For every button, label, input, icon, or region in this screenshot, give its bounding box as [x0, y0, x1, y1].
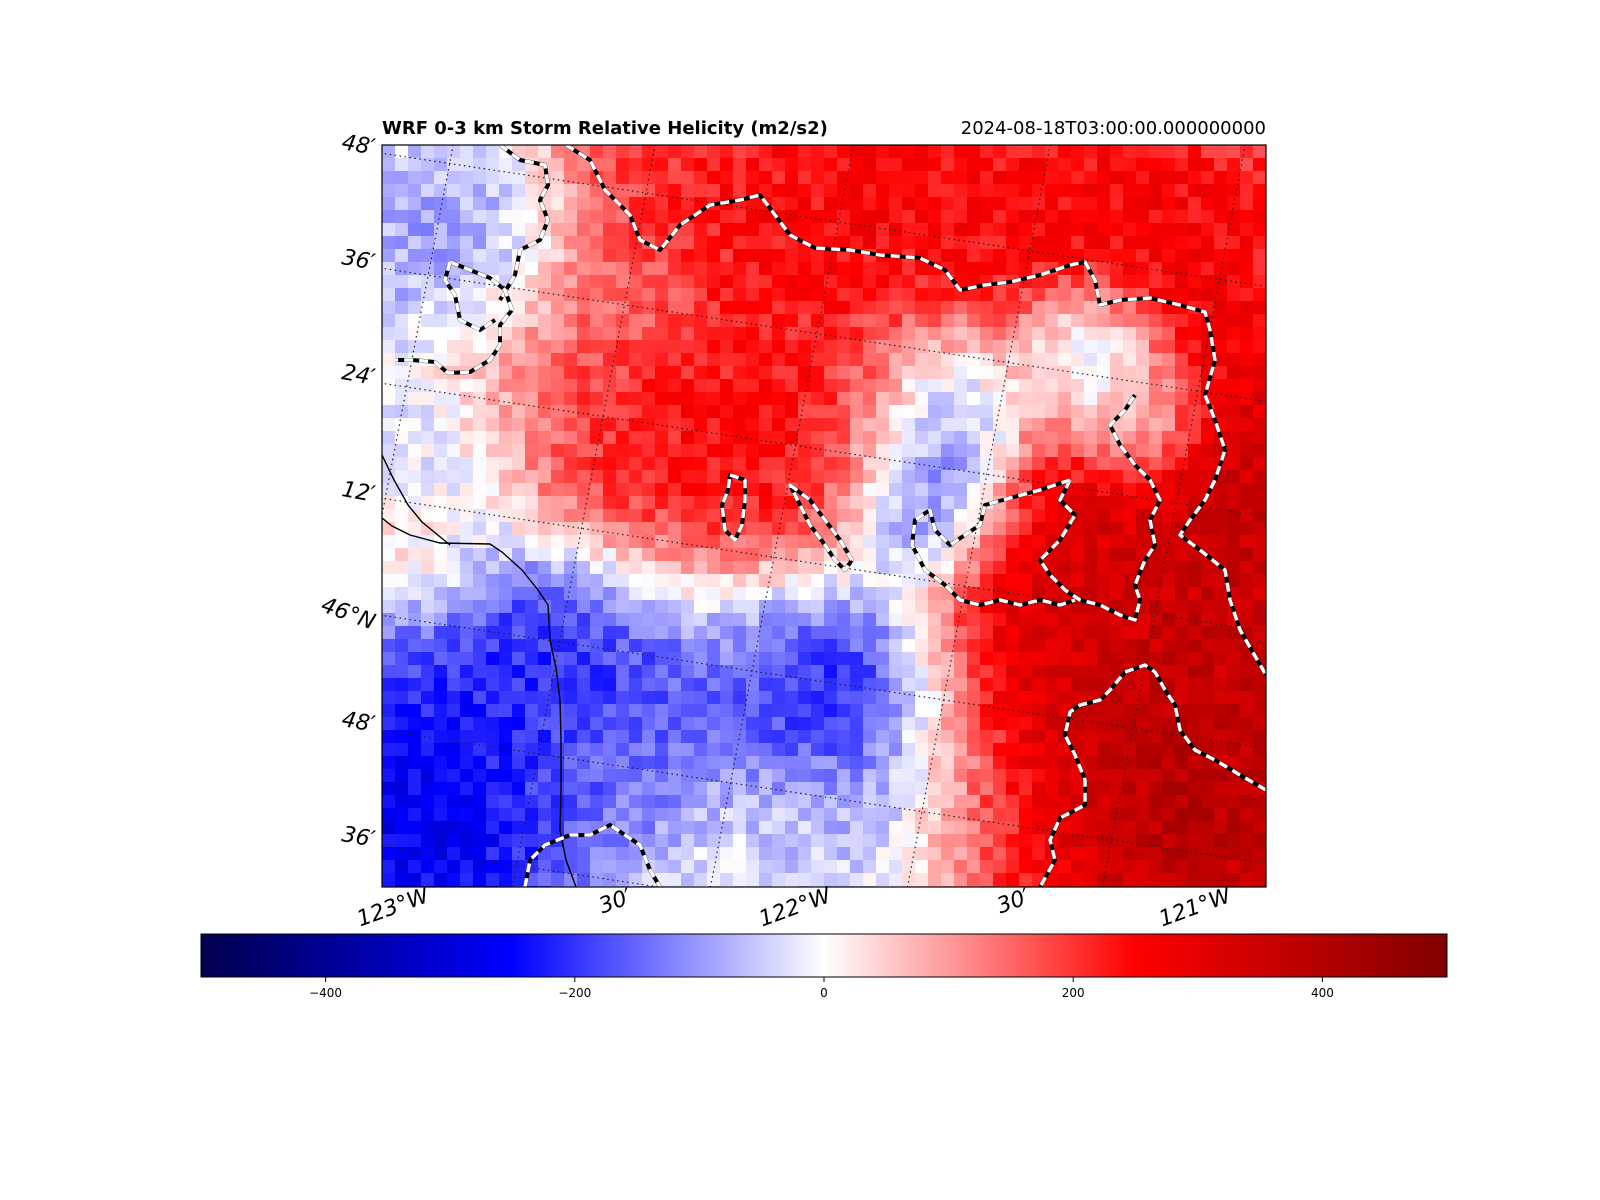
state-border — [382, 454, 577, 887]
colorbar-tick-label: −200 — [558, 986, 592, 1000]
colorbar-tick-label: 400 — [1310, 986, 1334, 1000]
figure-title: WRF 0-3 km Storm Relative Helicity (m2/s… — [382, 118, 828, 139]
contours — [395, 145, 1266, 887]
graticule — [382, 145, 1266, 887]
colorbar-tick-label: 0 — [820, 986, 828, 1000]
colorbar-ticks — [325, 977, 1323, 982]
colorbar — [200, 933, 1448, 978]
colorbar-tick-label: −400 — [309, 986, 343, 1000]
colorbar-tick-label: 200 — [1061, 986, 1085, 1000]
map-frame — [381, 144, 1267, 888]
valid-time: 2024-08-18T03:00:00.000000000 — [960, 118, 1266, 139]
